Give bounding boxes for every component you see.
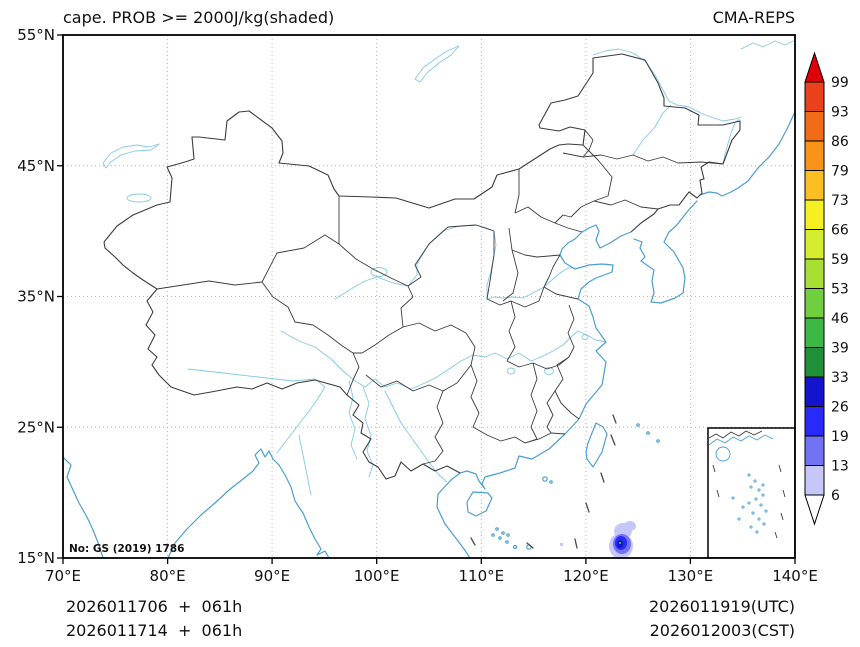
lon-tick-label: 130°E <box>668 567 714 585</box>
colorbar-extend-above <box>804 51 825 83</box>
colorbar-segment <box>804 140 825 171</box>
songhua-river <box>632 104 672 156</box>
longitude-axis: 70°E 80°E 90°E 100°E 110°E 120°E 130°E 1… <box>45 567 818 585</box>
latitude-axis: 55°N 45°N 35°N 25°N 15°N <box>17 26 55 567</box>
inset-frame <box>707 427 795 558</box>
footer-init-run2: 2026011714 + 061h <box>66 621 242 640</box>
hainan-island <box>466 491 493 517</box>
bay-of-bengal-coastline <box>167 448 330 558</box>
dongting-lake <box>506 367 516 375</box>
mekong-river <box>362 386 374 478</box>
lat-tick-label: 55°N <box>17 26 55 44</box>
colorbar-segment <box>804 81 825 112</box>
lon-tick-label: 120°E <box>563 567 609 585</box>
lon-tick-label: 100°E <box>354 567 400 585</box>
lat-tick-label: 45°N <box>17 157 55 175</box>
probability-shading <box>560 521 636 558</box>
lon-tick-label: 110°E <box>458 567 504 585</box>
colorbar-segment <box>804 199 825 230</box>
lake-issykkul <box>126 193 152 203</box>
inset-hainan <box>715 446 731 462</box>
footer-init-run1: 2026011706 + 061h <box>66 597 242 616</box>
colorbar-segment <box>804 288 825 319</box>
lon-tick-label: 90°E <box>254 567 290 585</box>
lon-tick-label: 80°E <box>150 567 186 585</box>
korea-coastline <box>633 200 698 304</box>
tai-lake <box>581 334 589 340</box>
russia-coastline <box>699 111 795 197</box>
inset-islands <box>731 473 768 534</box>
colorbar-tick-label: 59 <box>831 252 849 268</box>
colorbar-tick-label: 99 <box>831 75 849 91</box>
colorbar-tick-label: 79 <box>831 164 849 180</box>
colorbar-tick-label: 19 <box>831 429 849 445</box>
yellow-river <box>334 224 576 300</box>
vietnam-coastline <box>436 472 471 558</box>
colorbar-segment <box>804 376 825 407</box>
irrawaddy-river <box>298 434 312 496</box>
colorbar-segments: 99 93 86 79 73 66 59 53 46 39 33 26 19 13 6 <box>804 75 849 504</box>
northern-river <box>740 40 794 50</box>
nine-dash-line <box>470 414 617 549</box>
taiwan-island <box>585 422 608 468</box>
shade-core <box>619 542 621 544</box>
footer-valid-cst: 2026012003(CST) <box>650 621 795 640</box>
colorbar-segment <box>804 111 825 142</box>
map-background <box>63 35 795 558</box>
colorbar-tick-label: 46 <box>831 311 849 327</box>
colorbar-segment <box>804 258 825 289</box>
lat-tick-label: 35°N <box>17 288 55 306</box>
yangtze-river <box>280 330 607 390</box>
model-name: CMA-REPS <box>713 8 795 27</box>
map-note: No: GS (2019) 1786 <box>69 543 184 555</box>
india-west-coastline <box>63 456 104 558</box>
colorbar-segment <box>804 465 825 496</box>
inset-coast-gray <box>708 430 763 439</box>
lake-balkhash <box>102 143 160 169</box>
salween-river <box>348 380 358 460</box>
colorbar-tick-label: 93 <box>831 105 849 121</box>
colorbar-tick-label: 39 <box>831 341 849 357</box>
colorbar-tick-label: 86 <box>831 134 849 150</box>
tsangpo-river <box>187 368 326 454</box>
colorbar-tick-label: 53 <box>831 282 849 298</box>
page-title: cape. PROB >= 2000J/kg(shaded) <box>63 8 334 27</box>
footer-valid-utc: 2026011919(UTC) <box>649 597 795 616</box>
colorbar-tick-label: 6 <box>831 488 840 504</box>
lake-baikal-tip <box>414 45 460 83</box>
colorbar-segment <box>804 435 825 466</box>
map-area: No: GS (2019) 1786 <box>63 35 795 558</box>
colorbar-tick-label: 33 <box>831 370 849 386</box>
colorbar-tick-label: 66 <box>831 223 849 239</box>
qinghai-lake <box>370 267 388 277</box>
footer: 2026011706 + 061h 2026011714 + 061h 2026… <box>66 597 795 640</box>
colorbar-segment <box>804 347 825 378</box>
colorbar-extend-below <box>804 494 825 526</box>
inset-coast-blue <box>708 434 774 446</box>
poyang-lake <box>544 367 554 375</box>
colorbar-segment <box>804 229 825 260</box>
lat-tick-label: 15°N <box>17 549 55 567</box>
colorbar-segment <box>804 170 825 201</box>
china-south-border <box>103 241 461 480</box>
lon-tick-label: 70°E <box>45 567 81 585</box>
colorbar-tick-label: 73 <box>831 193 849 209</box>
colorbar-tick-label: 26 <box>831 400 849 416</box>
colorbar-tick-label: 13 <box>831 459 849 475</box>
lat-tick-label: 25°N <box>17 418 55 436</box>
lon-tick-label: 140°E <box>772 567 818 585</box>
province-borders <box>156 129 724 465</box>
colorbar-segment <box>804 406 825 437</box>
colorbar: 99 93 86 79 73 66 59 53 46 39 33 26 19 13 6 <box>804 51 849 526</box>
colorbar-segment <box>804 317 825 348</box>
axis-ticks <box>57 34 796 564</box>
amur-river <box>592 48 742 122</box>
pratas-islands <box>542 476 553 484</box>
south-china-sea-inset <box>707 427 795 558</box>
red-river <box>384 390 448 483</box>
ryukyu-islands <box>636 423 660 443</box>
